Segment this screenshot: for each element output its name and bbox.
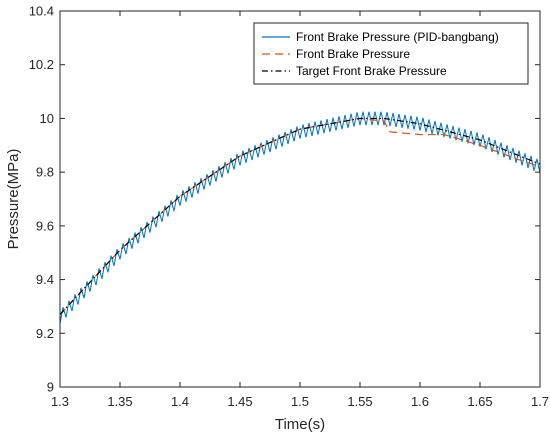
y-tick-label: 10.4 [29,4,54,19]
x-tick-label: 1.45 [227,394,252,409]
y-tick-label: 9.2 [36,326,54,341]
x-tick-label: 1.7 [531,394,549,409]
y-tick-label: 10 [40,111,54,126]
y-axis-title: Pressure(MPa) [5,149,22,250]
legend-label-1: Front Brake Pressure (PID-bangbang) [296,30,499,44]
axes-layer: 1.3 1.35 1.4 1.45 1.5 1.55 1.6 1.65 1.7 9 9.2 9.4 9.… [29,4,549,410]
x-tick-label: 1.4 [171,394,189,409]
x-axis-title: Time(s) [275,416,325,433]
x-tick-label: 1.6 [411,394,429,409]
x-tick-label: 1.5 [291,394,309,409]
y-tick-label: 9.6 [36,218,54,233]
legend: Front Brake Pressure (PID-bangbang) Front… [253,22,529,85]
x-tick-label: 1.3 [51,394,69,409]
y-tick-label: 9.8 [36,165,54,180]
series-layer [59,111,541,324]
legend-label-2: Front Brake Pressure [296,47,410,61]
series-line-1 [59,111,541,324]
x-tick-label: 1.55 [347,394,372,409]
y-tick-label: 9.4 [36,272,54,287]
y-tick-label: 10.2 [29,57,54,72]
series-line-3 [59,117,541,315]
x-tick-label: 1.65 [467,394,492,409]
legend-box [253,22,529,85]
x-tick-label: 1.35 [107,394,132,409]
y-tick-label: 9 [47,380,54,395]
legend-label-3: Target Front Brake Pressure [296,64,447,78]
